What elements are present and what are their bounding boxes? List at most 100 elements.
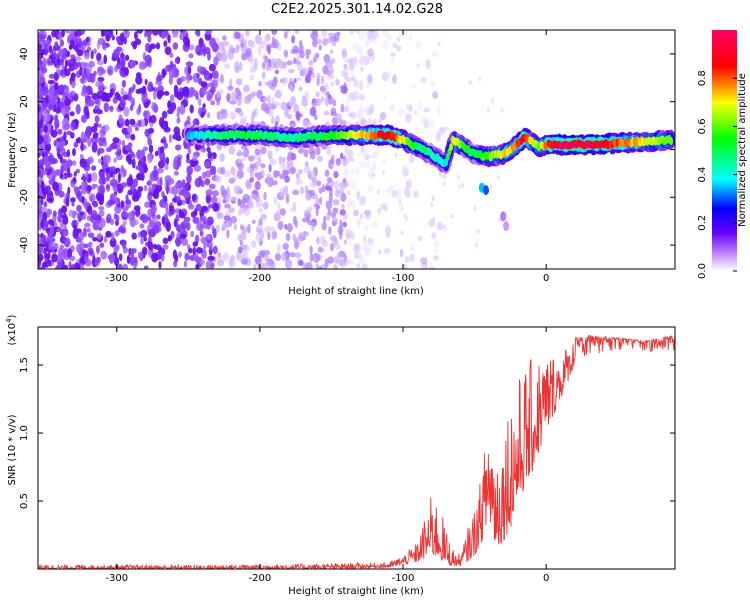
spectrogram-noise-blob: [60, 48, 65, 55]
spectrogram-noise-blob: [315, 207, 319, 217]
spectrogram-noise-blob: [97, 76, 105, 82]
spectrogram-noise-blob: [249, 177, 255, 183]
spectrogram-noise-blob: [92, 132, 99, 139]
spectrogram-noise-blob: [111, 52, 118, 58]
spectrogram-noise-blob: [322, 65, 329, 75]
spectrogram-noise-blob: [283, 31, 288, 39]
colorbar: 0.0 0.2 0.4 0.6 0.8 Normalized spectral ampl…: [697, 30, 748, 279]
spectrogram-noise-blob: [289, 152, 297, 161]
spectrogram-noise-blob: [358, 152, 364, 157]
spectrogram-noise-blob: [200, 180, 205, 188]
spectrogram-noise-blob: [162, 201, 169, 209]
spectrogram-noise-blob: [277, 243, 281, 254]
spectrogram-noise-blob: [335, 157, 342, 166]
spectrogram-noise-blob: [219, 88, 224, 95]
spectrogram-noise-blob: [344, 259, 348, 268]
spectrogram-noise-blob: [196, 72, 200, 79]
spectrogram-noise-blob: [230, 91, 237, 101]
spectrogram-noise-blob: [38, 76, 46, 84]
spectrogram-noise-blob: [106, 217, 110, 224]
spectrogram-noise-blob: [53, 71, 59, 82]
spectrogram-noise-blob: [142, 146, 149, 152]
spectrogram-noise-blob: [374, 146, 381, 156]
spectrogram-noise-blob: [98, 123, 102, 129]
spectrogram-noise-blob: [51, 104, 55, 110]
spectrogram-noise-blob: [69, 111, 75, 117]
spectrogram-noise-blob: [109, 218, 115, 225]
spectrogram-noise-blob: [267, 150, 273, 159]
spectrogram-noise-blob: [294, 30, 299, 34]
spectrogram-noise-blob: [80, 184, 84, 190]
spectrogram-noise-blob: [114, 204, 122, 214]
spectrogram-noise-blob: [239, 200, 245, 208]
spectrogram-noise-blob: [155, 150, 159, 157]
spectrogram-noise-blob: [227, 49, 235, 60]
spectrogram-noise-blob: [340, 192, 347, 202]
spectrogram-noise-blob: [230, 111, 236, 120]
spectrogram-noise-blob: [200, 43, 207, 54]
spectrogram-noise-blob: [120, 182, 127, 188]
spectrogram-noise-blob: [194, 30, 201, 36]
spectrogram-noise-blob: [116, 46, 123, 52]
spectrogram-noise-blob: [141, 246, 148, 256]
spectrogram-noise-blob: [147, 34, 152, 43]
spectrogram-noise-blob: [210, 100, 215, 106]
spectrogram-noise-blob: [316, 236, 320, 245]
spectrogram-noise-blob: [251, 219, 256, 224]
spectrogram-noise-blob: [360, 160, 365, 169]
spectrogram-noise-blob: [186, 153, 190, 161]
spectrogram-noise-blob: [147, 208, 154, 218]
spectrogram-noise-blob: [118, 226, 125, 233]
spectrogram-noise-blob: [245, 30, 250, 37]
spectrogram-noise-blob: [148, 220, 155, 227]
spectrogram-noise-blob: [202, 216, 207, 225]
spectrogram-noise-blob: [303, 166, 311, 174]
spectrogram-noise-blob: [395, 194, 402, 202]
spectrogram-noise-blob: [70, 120, 76, 131]
spectrogram-noise-blob: [496, 174, 500, 180]
spectrogram-noise-blob: [69, 255, 76, 261]
spectrogram-noise-blob: [74, 56, 82, 61]
spectrogram-noise-blob: [242, 193, 250, 203]
spectrogram-noise-blob: [318, 187, 323, 194]
snr-xlabel: Height of straight line (km): [288, 586, 424, 597]
spectrogram-noise-blob: [105, 34, 110, 42]
spectrogram-noise-blob: [333, 256, 339, 264]
spectrogram-noise-blob: [486, 107, 490, 113]
spectrogram-noise-blob: [206, 234, 210, 240]
spectrogram-noise-blob: [120, 87, 125, 96]
spectrogram-noise-blob: [315, 197, 319, 206]
spectrogram-noise-blob: [170, 230, 175, 239]
spectrogram-noise-blob: [58, 84, 65, 93]
spectrogram-noise-blob: [41, 180, 44, 191]
spectrogram-noise-blob: [261, 71, 266, 80]
spectrogram-noise-blob: [323, 110, 330, 116]
spectrogram-ridge-core: [668, 137, 674, 146]
spectrogram-noise-blob: [234, 31, 241, 40]
spectrogram-noise-blob: [47, 79, 56, 85]
spectrogram-noise-blob: [320, 75, 325, 85]
spectrogram-noise-blob: [68, 261, 72, 269]
spectrogram-noise-blob: [292, 202, 297, 210]
spectrogram-noise-blob: [218, 212, 224, 219]
spectrogram-noise-blob: [192, 241, 199, 247]
spectrogram-noise-blob: [326, 176, 332, 183]
spectrogram-noise-blob: [103, 54, 107, 65]
spectrogram-noise-blob: [135, 151, 143, 157]
spectrogram-noise-blob: [84, 256, 90, 264]
spectrogram-noise-blob: [207, 255, 215, 261]
spectrogram-noise-blob: [243, 96, 251, 105]
spectrogram-noise-blob: [183, 260, 187, 268]
spectrogram-noise-blob: [194, 151, 200, 157]
spectrogram-noise-blob: [59, 251, 67, 259]
spectrogram-noise-blob: [186, 115, 191, 124]
spectrogram-noise-blob: [109, 166, 117, 173]
spectrogram-noise-blob: [257, 157, 262, 167]
spectrogram-noise-blob: [305, 53, 310, 60]
spectrogram-noise-blob: [179, 233, 187, 240]
spectrogram-noise-blob: [136, 107, 141, 116]
spectrogram-noise-blob: [65, 197, 70, 207]
spectrogram-noise-blob: [87, 232, 95, 238]
spectrogram-noise-blob: [160, 30, 166, 39]
spectrogram-noise-blob: [324, 82, 329, 91]
